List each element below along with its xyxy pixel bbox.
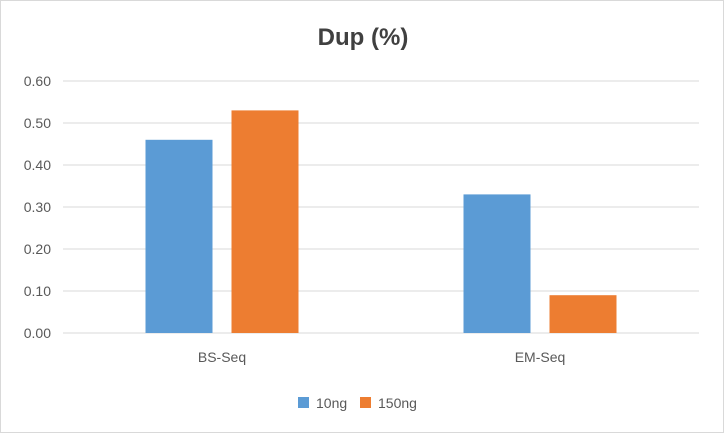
y-tick-label: 0.40 [24,157,51,173]
chart-title: Dup (%) [318,24,409,51]
legend-label: 10ng [316,395,347,411]
legend: 10ng 150ng [298,395,417,411]
bar-150ng-BS-Seq [231,110,299,334]
bar-10ng-EM-Seq [463,194,531,333]
bars [145,110,617,334]
legend-swatch [360,397,371,408]
y-axis-ticks: 0.00 0.10 0.20 0.30 0.40 0.50 0.60 [24,73,51,341]
y-tick-label: 0.30 [24,199,51,215]
x-category-label: BS-Seq [198,349,246,365]
legend-label: 150ng [378,395,417,411]
x-axis-categories: BS-Seq EM-Seq [198,349,565,365]
x-category-label: EM-Seq [515,349,566,365]
bar-150ng-EM-Seq [549,295,617,333]
y-tick-label: 0.20 [24,241,51,257]
y-tick-label: 0.60 [24,73,51,89]
y-tick-label: 0.00 [24,325,51,341]
legend-swatch [298,397,309,408]
y-tick-label: 0.10 [24,283,51,299]
y-tick-label: 0.50 [24,115,51,131]
bar-10ng-BS-Seq [145,139,213,333]
